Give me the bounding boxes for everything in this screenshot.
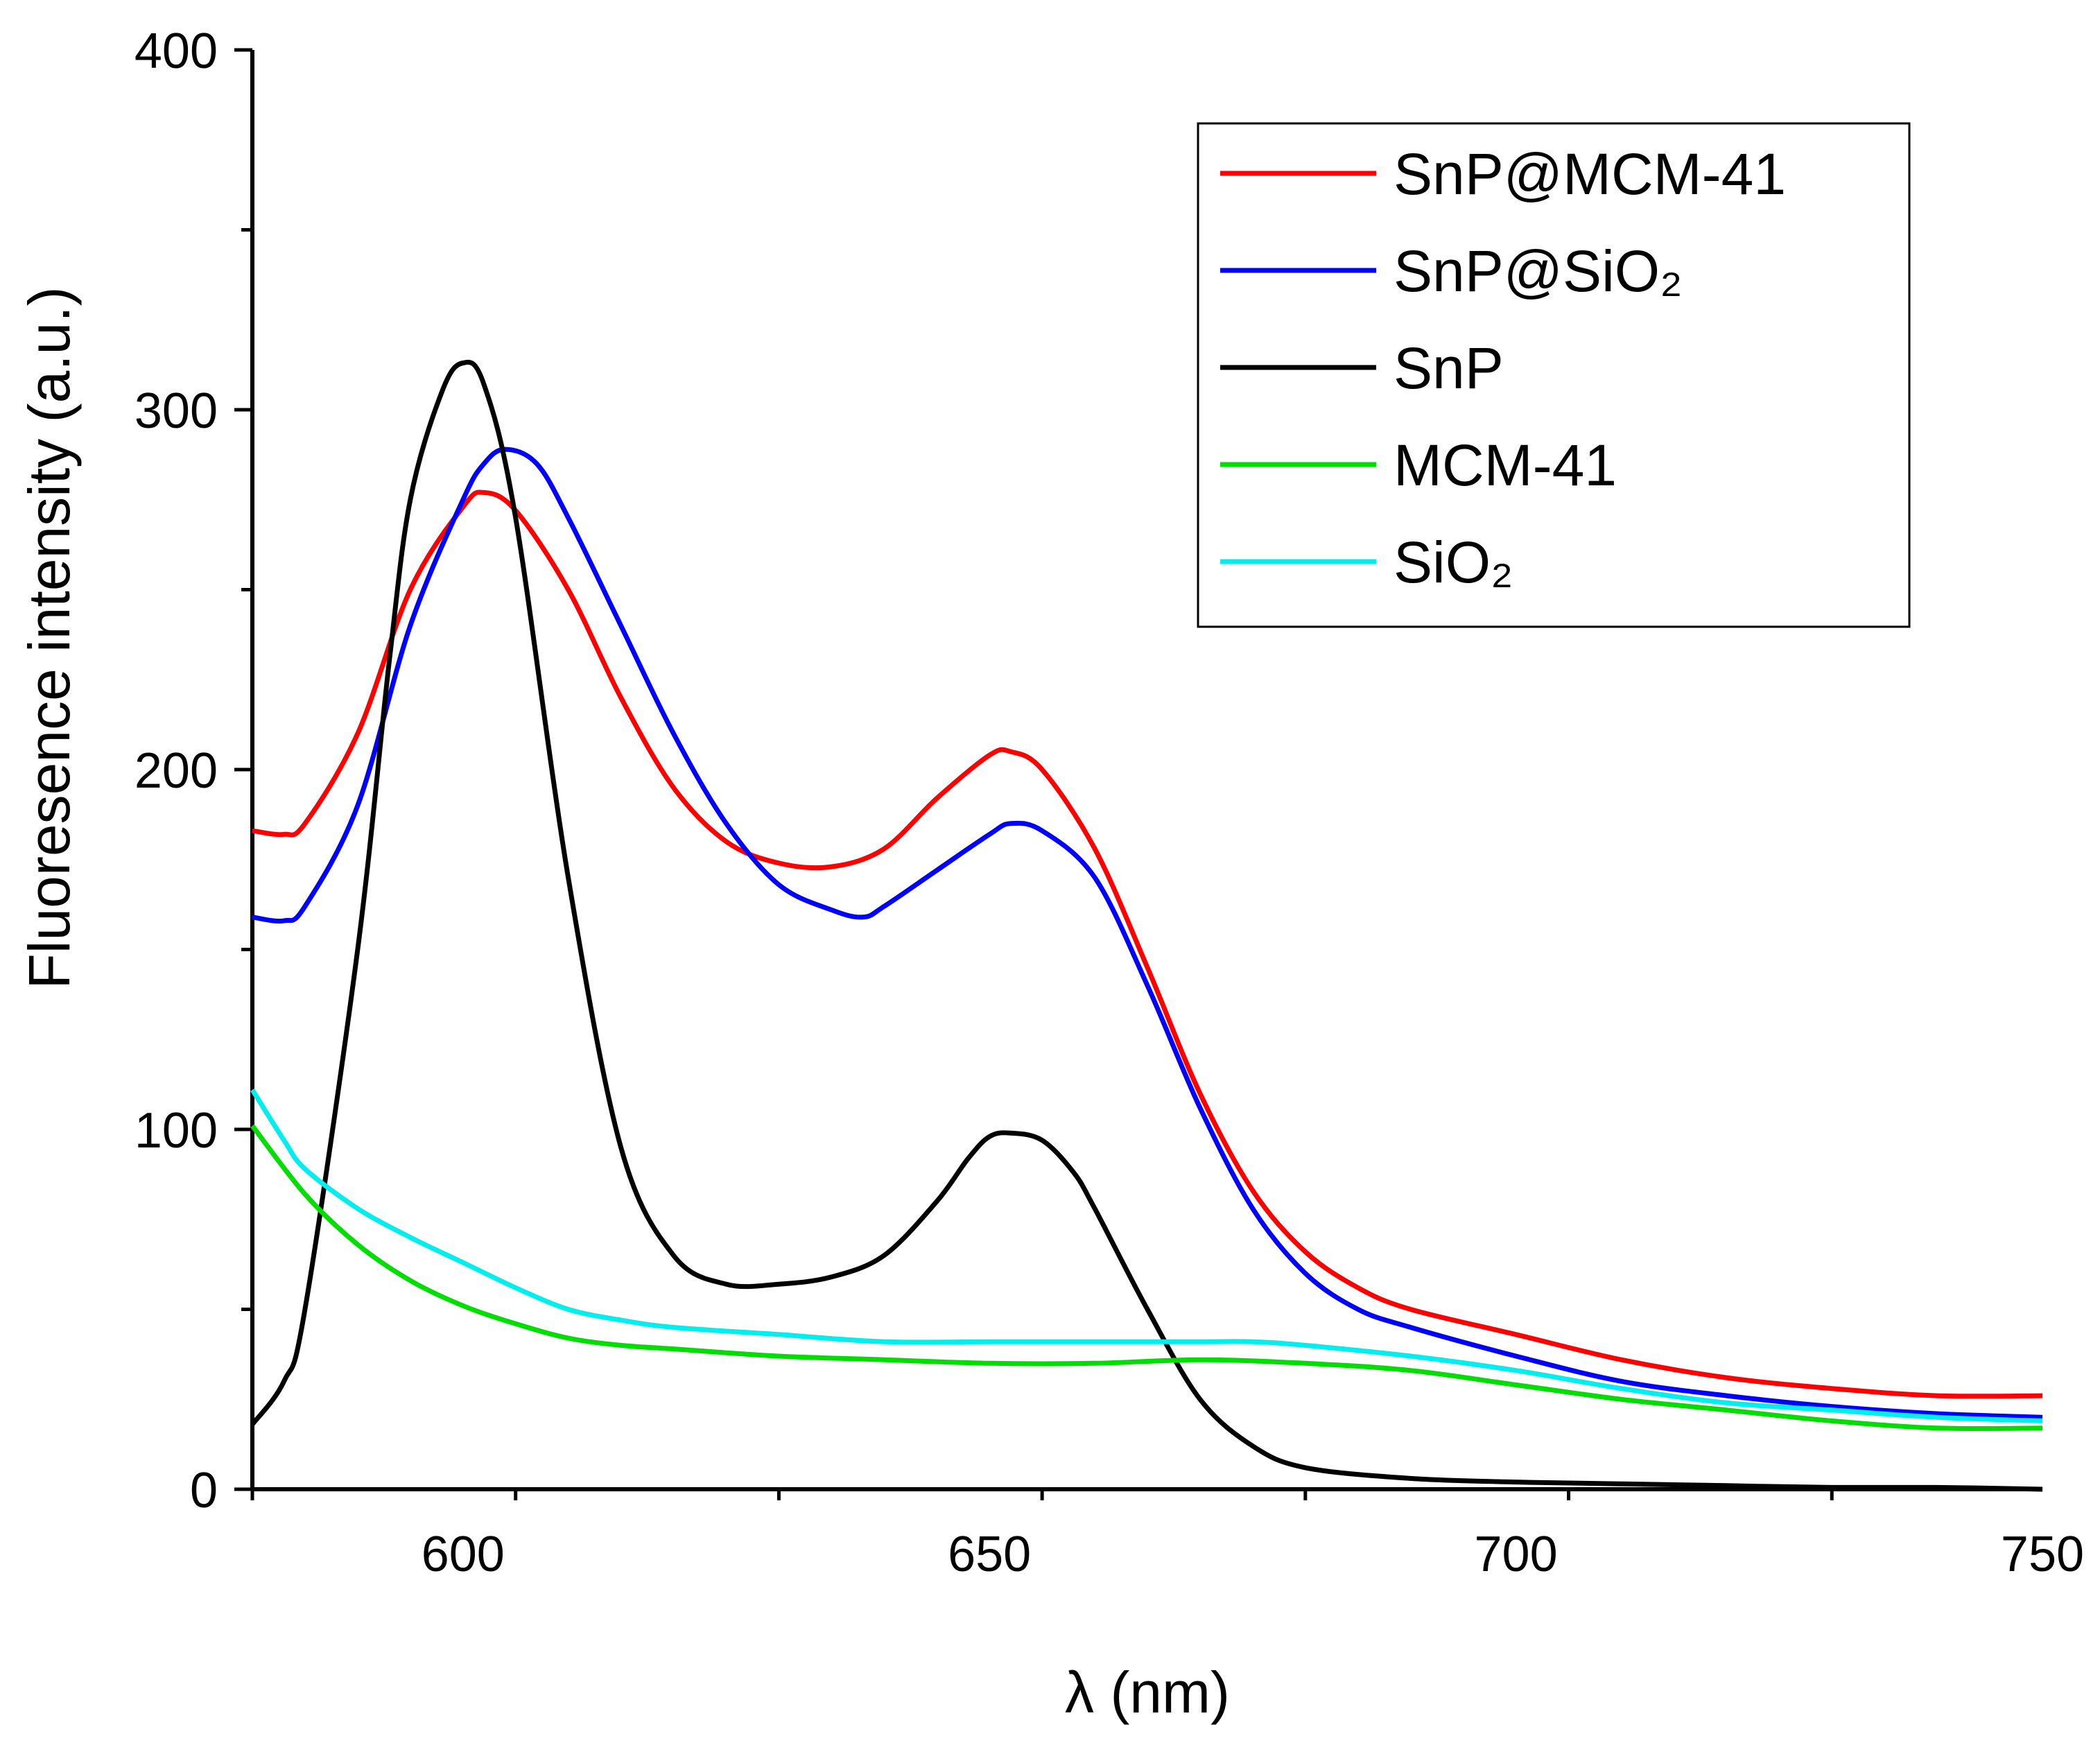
series-line-4 (250, 1124, 2043, 1432)
x-tick-label: 750 (2001, 1527, 2084, 1582)
legend-box (1197, 122, 1911, 628)
x-tick-label: 600 (422, 1527, 505, 1582)
y-tick-label: 400 (134, 24, 218, 79)
x-axis-title: λ (nm) (1065, 1660, 1230, 1725)
x-axis: 600 650 700 750 (250, 1487, 2084, 1582)
y-axis: 0 100 200 300 400 (134, 24, 254, 1518)
y-axis-title: Fluoresence intensity (a.u.) (17, 286, 82, 989)
series-line-3 (250, 359, 2043, 1492)
y-tick-label: 0 (190, 1463, 218, 1518)
legend-label-4: MCM-41 (1394, 433, 1617, 498)
legend: SnP@MCM-41 SnP@SiO₂ SnP MCM-41 SiO₂ (1197, 122, 1911, 628)
y-tick-label: 300 (134, 383, 218, 439)
legend-label-5: SiO₂ (1394, 530, 1513, 595)
legend-label-2: SnP@SiO₂ (1394, 239, 1683, 304)
legend-label-3: SnP (1394, 336, 1504, 401)
x-tick-label: 700 (1475, 1527, 1558, 1582)
y-tick-group: 0 100 200 300 400 (134, 24, 252, 1518)
series-group (250, 359, 2043, 1492)
legend-label-1: SnP@MCM-41 (1394, 141, 1786, 207)
series-line-5 (250, 1089, 2043, 1423)
x-tick-label: 650 (948, 1527, 1031, 1582)
y-tick-label: 200 (134, 743, 218, 799)
series-line-2 (252, 446, 2043, 1420)
x-tick-group: 600 650 700 750 (250, 1489, 2084, 1582)
legend-items: SnP@MCM-41 SnP@SiO₂ SnP MCM-41 SiO₂ (1220, 141, 1786, 595)
y-tick-label: 100 (134, 1103, 218, 1159)
series-line-1 (252, 489, 2043, 1399)
